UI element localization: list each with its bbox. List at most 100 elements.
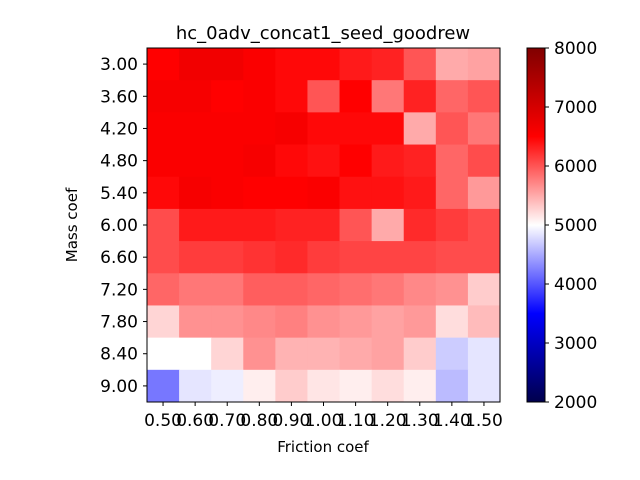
- heatmap-cell: [179, 273, 212, 306]
- heatmap-cell: [467, 369, 501, 403]
- heatmap-cell: [179, 208, 212, 242]
- heatmap-cell: [403, 144, 437, 178]
- heatmap-cell: [339, 48, 373, 81]
- heatmap-cell: [179, 369, 212, 403]
- heatmap-cell: [307, 337, 341, 371]
- heatmap-cell: [403, 369, 437, 403]
- heatmap-cell: [339, 208, 373, 242]
- heatmap-cell: [307, 80, 341, 113]
- y-tick-label: 3.00: [100, 55, 138, 75]
- heatmap-cell: [467, 273, 501, 306]
- heatmap-cell: [435, 176, 469, 210]
- colorbar-tick-label: 2000: [554, 393, 597, 413]
- heatmap-cell: [147, 208, 180, 242]
- heatmap-cell: [211, 48, 244, 81]
- heatmap-cell: [435, 112, 469, 146]
- heatmap-cell: [371, 80, 405, 113]
- heatmap-cell: [467, 337, 501, 371]
- y-tick-label: 4.80: [100, 152, 138, 172]
- heatmap-cell: [339, 176, 373, 210]
- heatmap-cell: [243, 241, 276, 274]
- heatmap-cell: [307, 273, 341, 306]
- heatmap-cell: [435, 337, 469, 371]
- heatmap-cell: [435, 80, 469, 113]
- heatmap-cell: [403, 337, 437, 371]
- heatmap-cell: [371, 305, 405, 339]
- heatmap-cell: [275, 48, 308, 81]
- colorbar-tick-label: 7000: [554, 98, 597, 118]
- colorbar-tick-label: 3000: [554, 334, 597, 354]
- heatmap-cell: [307, 208, 341, 242]
- heatmap-cell: [435, 305, 469, 339]
- y-tick-label: 7.20: [100, 280, 138, 300]
- heatmap-cell: [243, 305, 276, 339]
- heatmap-cell: [403, 241, 437, 274]
- y-tick-label: 7.80: [100, 313, 138, 333]
- y-tick-label: 3.60: [100, 87, 138, 107]
- x-tick-label: 1.40: [433, 411, 471, 431]
- colorbar-tick-label: 4000: [554, 275, 597, 295]
- heatmap-cell: [403, 80, 437, 113]
- heatmap-cell: [243, 80, 276, 113]
- heatmap-cell: [275, 241, 308, 274]
- heatmap-cell: [307, 144, 341, 178]
- heatmap-cell: [371, 337, 405, 371]
- x-tick-label: 1.20: [369, 411, 407, 431]
- chart-title: hc_0adv_concat1_seed_goodrew: [176, 23, 470, 44]
- heatmap-cell: [467, 112, 501, 146]
- heatmap-cell: [243, 273, 276, 306]
- y-tick-label: 6.60: [100, 248, 138, 268]
- heatmap-cell: [467, 176, 501, 210]
- heatmap-cell: [467, 144, 501, 178]
- heatmap-cell: [403, 208, 437, 242]
- x-tick-label: 0.90: [272, 411, 310, 431]
- heatmap-cell: [435, 48, 469, 81]
- heatmap-cell: [211, 144, 244, 178]
- heatmap-cell: [179, 305, 212, 339]
- heatmap-cell: [307, 241, 341, 274]
- heatmap-cell: [211, 80, 244, 113]
- heatmap-cell: [435, 273, 469, 306]
- heatmap-cell: [467, 208, 501, 242]
- heatmap-cell: [243, 48, 276, 81]
- heatmap-cell: [211, 305, 244, 339]
- heatmap-cell: [339, 337, 373, 371]
- heatmap-cell: [179, 337, 212, 371]
- heatmap-cell: [275, 273, 308, 306]
- heatmap-cell: [179, 48, 212, 81]
- heatmap-cell: [275, 112, 308, 146]
- heatmap-cell: [243, 112, 276, 146]
- x-tick-label: 0.70: [208, 411, 246, 431]
- colorbar-ticks: 2000 3000 4000 5000 6000 7000 8000: [545, 39, 597, 413]
- heatmap-cell: [403, 273, 437, 306]
- heatmap-cell: [371, 48, 405, 81]
- heatmap-cell: [307, 369, 341, 403]
- x-tick-label: 0.50: [144, 411, 182, 431]
- heatmap-cell: [243, 144, 276, 178]
- heatmap-cell: [403, 48, 437, 81]
- x-axis-ticks: 0.500.600.700.800.901.001.101.201.301.40…: [144, 402, 503, 431]
- heatmap-cell: [371, 208, 405, 242]
- heatmap-cell: [211, 369, 244, 403]
- heatmap-cell: [275, 337, 308, 371]
- x-tick-label: 1.00: [305, 411, 343, 431]
- heatmap-cell: [435, 208, 469, 242]
- y-tick-label: 6.00: [100, 216, 138, 236]
- heatmap-cell: [147, 48, 180, 81]
- colorbar-tick-label: 5000: [554, 216, 597, 236]
- heatmap-cell: [371, 241, 405, 274]
- y-tick-label: 4.20: [100, 119, 138, 139]
- heatmap-cell: [243, 176, 276, 210]
- heatmap-cell: [467, 48, 501, 81]
- heatmap-cell: [339, 80, 373, 113]
- heatmap-cell: [147, 305, 180, 339]
- heatmap-cell: [243, 369, 276, 403]
- heatmap-cell: [243, 208, 276, 242]
- y-axis-ticks: 3.00 3.60 4.20 4.80 5.40 6.00 6.60 7.20 7.80 8.40…: [100, 55, 147, 397]
- heatmap-cell: [179, 144, 212, 178]
- heatmap-cell: [339, 369, 373, 403]
- heatmap-cell: [211, 176, 244, 210]
- heatmap-cell: [339, 112, 373, 146]
- heatmap-cell: [467, 305, 501, 339]
- heatmap-cell: [211, 208, 244, 242]
